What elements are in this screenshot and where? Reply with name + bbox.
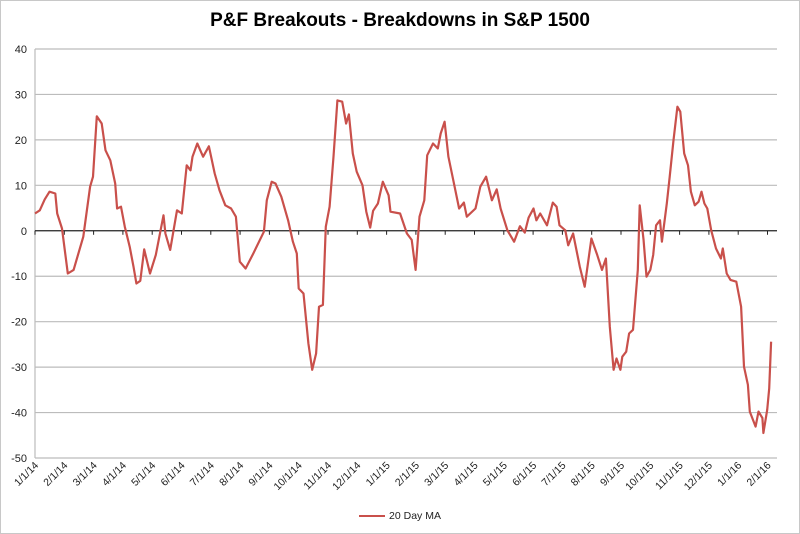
x-tick-label: 7/1/14 — [188, 460, 217, 489]
x-tick-label: 3/1/14 — [71, 460, 100, 489]
x-tick-label: 2/1/15 — [393, 460, 422, 489]
x-tick-label: 8/1/15 — [569, 460, 598, 489]
x-tick-label: 1/1/16 — [715, 460, 744, 489]
x-tick-label: 11/1/15 — [653, 460, 686, 493]
x-tick-label: 10/1/14 — [272, 460, 305, 493]
x-tick-label: 5/1/14 — [129, 460, 158, 489]
y-tick-label: -10 — [11, 271, 27, 283]
y-tick-label: 40 — [15, 44, 27, 56]
legend: 20 Day MA — [0, 510, 800, 522]
x-tick-label: 2/1/14 — [41, 460, 70, 489]
x-tick-label: 1/1/15 — [364, 460, 393, 489]
y-tick-label: 20 — [15, 135, 27, 147]
x-tick-label: 6/1/15 — [510, 460, 539, 489]
x-tick-label: 3/1/15 — [422, 460, 451, 489]
x-tick-label: 10/1/15 — [623, 460, 656, 493]
x-tick-label: 8/1/14 — [217, 460, 246, 489]
legend-label: 20 Day MA — [389, 510, 441, 522]
x-tick-label: 4/1/14 — [100, 460, 129, 489]
y-tick-label: 0 — [21, 226, 27, 238]
y-tick-label: -30 — [11, 362, 27, 374]
y-tick-label: -20 — [11, 317, 27, 329]
x-tick-label: 7/1/15 — [539, 460, 568, 489]
x-tick-label: 5/1/15 — [481, 460, 510, 489]
x-tick-label: 12/1/14 — [330, 460, 363, 493]
x-tick-label: 4/1/15 — [451, 460, 480, 489]
y-tick-label: 30 — [15, 89, 27, 101]
chart-title: P&F Breakouts - Breakdowns in S&P 1500 — [210, 10, 590, 31]
y-tick-label: -50 — [11, 453, 27, 465]
legend-swatch — [359, 515, 386, 518]
y-tick-label: -40 — [11, 408, 27, 420]
series-line-20-day-ma — [34, 99, 773, 435]
y-tick-label: 10 — [15, 180, 27, 192]
x-tick-label: 11/1/14 — [301, 460, 334, 493]
x-tick-label: 6/1/14 — [158, 460, 187, 489]
x-tick-label: 12/1/15 — [682, 460, 715, 493]
x-tick-label: 2/1/16 — [744, 460, 773, 489]
